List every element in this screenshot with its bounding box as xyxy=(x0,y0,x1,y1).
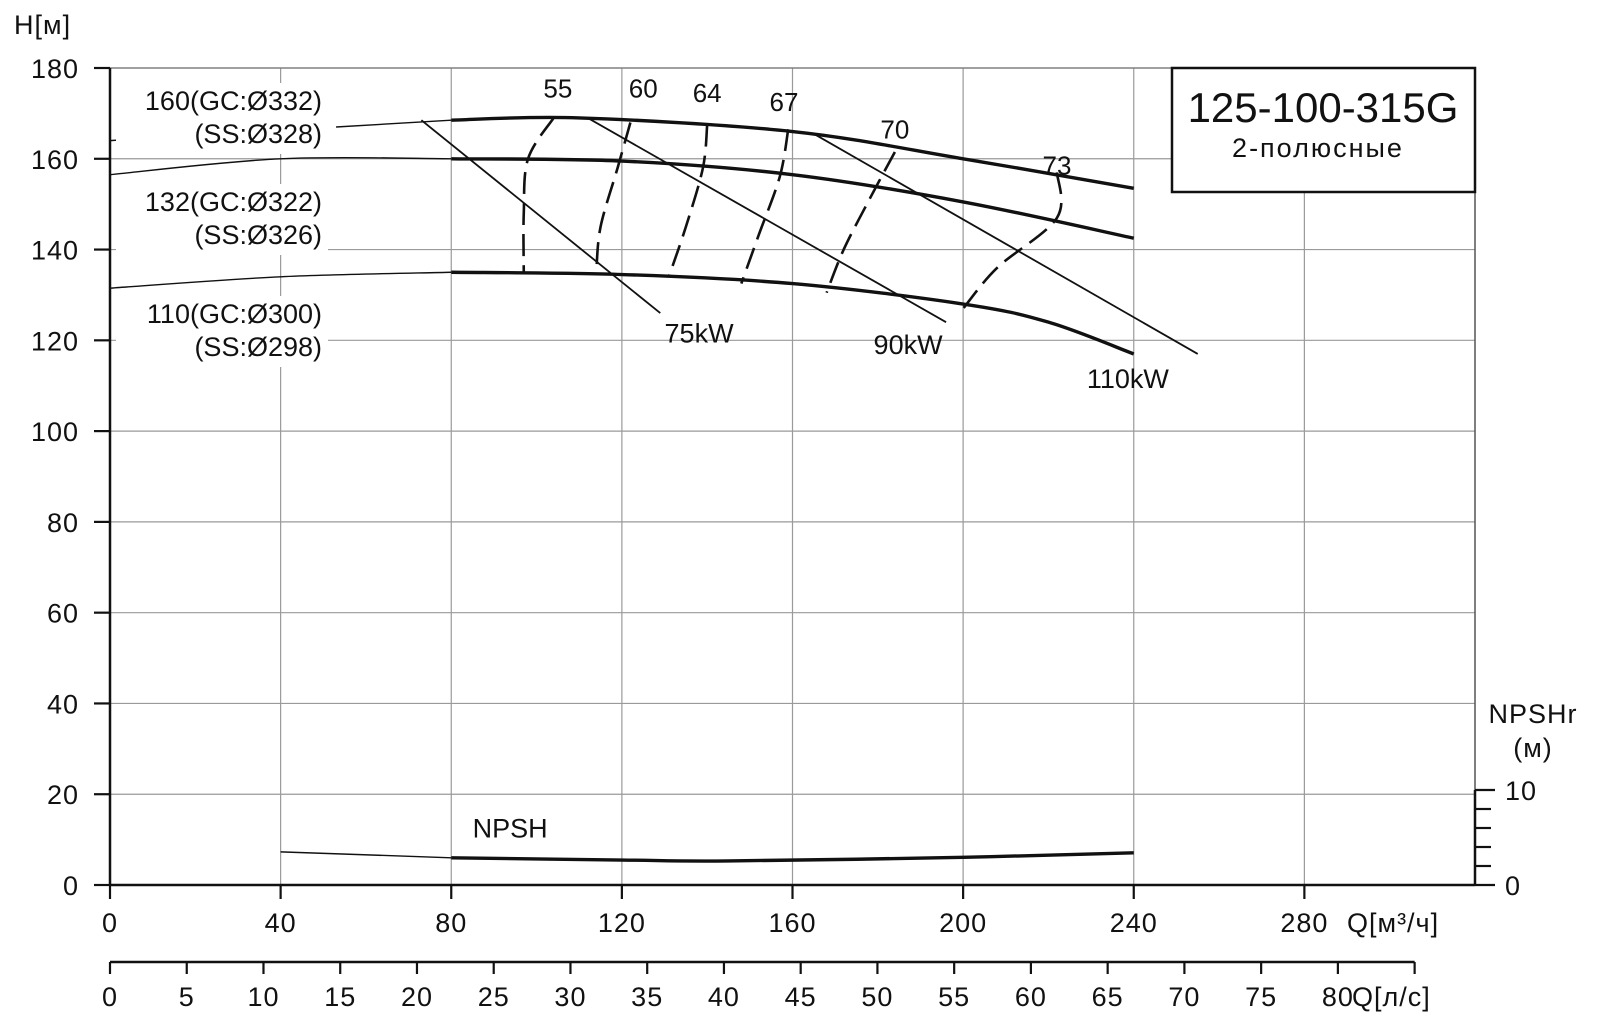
x2-tick-label: 80 xyxy=(1322,982,1354,1012)
x2-tick-label: 45 xyxy=(785,982,817,1012)
x2-tick-label: 35 xyxy=(631,982,663,1012)
y-tick-label: 100 xyxy=(31,417,79,447)
y2-tick-label: 0 xyxy=(1505,871,1521,901)
x2-tick-label: 30 xyxy=(554,982,586,1012)
curve-label-diameter-gc: 132(GC:Ø322) xyxy=(145,187,322,217)
chart-labels: 55 60 64 67 70 73 75kW 90kW 110kW NPSH 160(GC:Ø332… xyxy=(116,74,1170,843)
y-tick-label: 160 xyxy=(31,145,79,175)
x2-tick-label: 25 xyxy=(478,982,510,1012)
x-tick-label: 80 xyxy=(435,908,467,938)
y-tick-label: 60 xyxy=(47,599,79,629)
y-tick-label: 180 xyxy=(31,54,79,84)
efficiency-line-60 xyxy=(594,122,632,273)
efficiency-label: 55 xyxy=(543,74,572,104)
chart-subtitle: 2-полюсные xyxy=(1232,133,1404,163)
y-tick-label: 140 xyxy=(31,236,79,266)
x-axis-title: Q[м³/ч] xyxy=(1347,908,1439,938)
title-box: 125-100-315G 2-полюсные xyxy=(1170,66,1477,194)
x2-tick-label: 10 xyxy=(247,982,279,1012)
x-tick-label: 280 xyxy=(1280,908,1328,938)
head-curve-1 xyxy=(451,270,1135,356)
x2-tick-label: 60 xyxy=(1015,982,1047,1012)
efficiency-line-55 xyxy=(522,117,555,273)
curve-label-backdrop xyxy=(116,296,328,367)
efficiency-label: 73 xyxy=(1043,151,1072,181)
curve-label-backdrop xyxy=(116,184,328,255)
x-tick-label: 120 xyxy=(598,908,646,938)
head-curve-2 xyxy=(451,115,1135,190)
x-tick-label: 160 xyxy=(768,908,816,938)
efficiency-line-67 xyxy=(740,129,790,285)
y-tick-label: 20 xyxy=(47,780,79,810)
head-curve-extension-b-2 xyxy=(336,119,452,128)
x2-tick-label: 65 xyxy=(1092,982,1124,1012)
power-line-0 xyxy=(420,119,661,314)
curve-label-diameter-gc: 160(GC:Ø332) xyxy=(145,86,322,116)
x2-tick-label: 20 xyxy=(401,982,433,1012)
y-tick-label: 120 xyxy=(31,326,79,356)
curve-label-diameter-ss: (SS:Ø298) xyxy=(194,332,322,362)
head-curve-0 xyxy=(451,157,1135,240)
curve-label-backdrop xyxy=(116,83,328,154)
y2-axis-unit: (м) xyxy=(1513,733,1553,763)
efficiency-label: 64 xyxy=(693,78,722,108)
x2-tick-label: 40 xyxy=(708,982,740,1012)
npsh-curve xyxy=(451,851,1134,863)
x-tick-label: 240 xyxy=(1110,908,1158,938)
x2-tick-label: 0 xyxy=(102,982,118,1012)
x2-tick-label: 5 xyxy=(179,982,195,1012)
efficiency-line-64 xyxy=(667,124,709,278)
x-tick-label: 0 xyxy=(102,908,118,938)
x2-tick-label: 15 xyxy=(324,982,356,1012)
x2-tick-label: 70 xyxy=(1168,982,1200,1012)
plot-curves xyxy=(109,115,1199,863)
power-line-1 xyxy=(587,117,947,323)
y-tick-label: 80 xyxy=(47,508,79,538)
x2-tick-label: 75 xyxy=(1245,982,1277,1012)
efficiency-line-73 xyxy=(962,172,1063,310)
x-tick-label: 200 xyxy=(939,908,987,938)
y-tick-label: 0 xyxy=(63,871,79,901)
efficiency-label: 67 xyxy=(770,87,799,117)
head-curve-extension-0 xyxy=(109,156,452,176)
x2-tick-label: 50 xyxy=(861,982,893,1012)
npsh-label: NPSH xyxy=(473,813,548,843)
curve-label-diameter-ss: (SS:Ø326) xyxy=(194,220,322,250)
efficiency-label: 70 xyxy=(880,114,909,144)
power-label: 90kW xyxy=(874,330,944,360)
y-axis-title: H[м] xyxy=(14,10,71,40)
chart-title: 125-100-315G xyxy=(1188,84,1459,131)
curve-label-diameter-gc: 110(GC:Ø300) xyxy=(147,299,322,329)
curve-label-diameter-ss: (SS:Ø328) xyxy=(194,119,322,149)
power-label: 75kW xyxy=(665,319,735,349)
x-tick-label: 40 xyxy=(265,908,297,938)
npsh-curve-extension xyxy=(280,851,452,859)
x2-axis-title: Q[л/с] xyxy=(1352,982,1431,1012)
power-line-2 xyxy=(813,133,1199,355)
grid-lines xyxy=(110,67,1476,885)
efficiency-line-70 xyxy=(825,151,897,294)
y2-tick-label: 10 xyxy=(1505,776,1537,806)
x2-tick-label: 55 xyxy=(938,982,970,1012)
power-label: 110kW xyxy=(1087,364,1170,394)
y-tick-label: 40 xyxy=(47,689,79,719)
efficiency-label: 60 xyxy=(629,74,658,104)
head-curve-extension-1 xyxy=(109,271,452,289)
y2-axis-title: NPSHr xyxy=(1488,699,1577,729)
